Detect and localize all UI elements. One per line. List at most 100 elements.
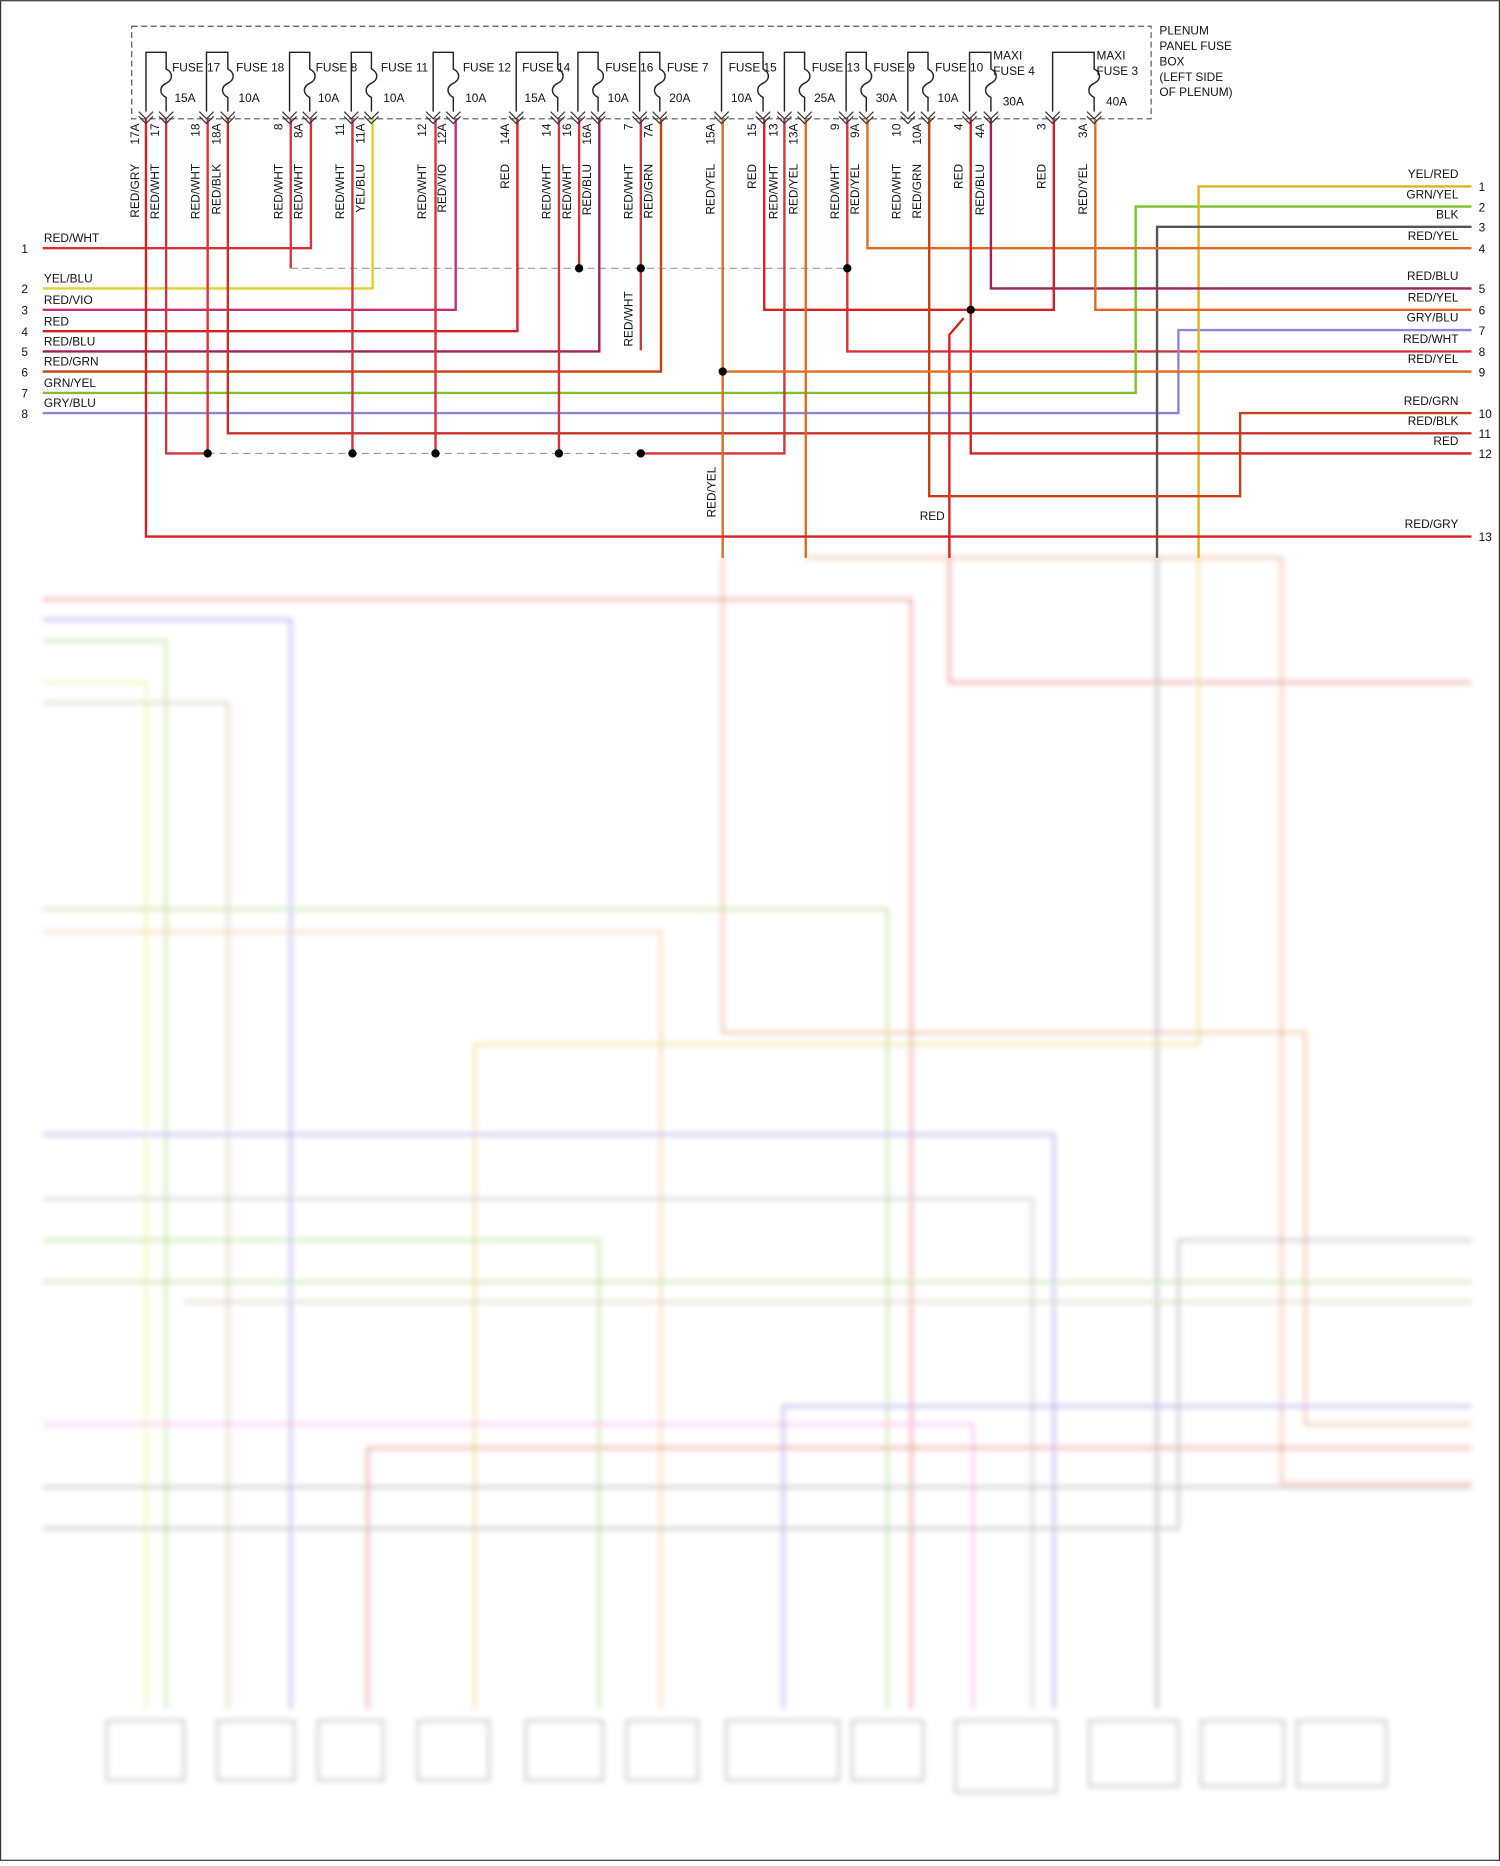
pin-number: 12A	[435, 123, 449, 144]
pin-wire-label: RED/WHT	[540, 164, 554, 219]
pin-wire-label: RED/BLU	[580, 164, 594, 215]
pin-terminal	[590, 111, 606, 125]
connector-wire-label: RED/WHT	[1403, 332, 1458, 346]
pin-terminal	[776, 111, 792, 125]
pin-terminal	[158, 111, 174, 125]
pin-terminal	[445, 111, 461, 125]
pin-terminal	[652, 111, 668, 125]
connector-wire-label: RED/YEL	[1408, 291, 1459, 305]
fuse-rating: 10A	[465, 91, 486, 105]
pin-number: 9A	[848, 123, 862, 138]
pin-number: 10A	[910, 123, 924, 144]
pin-number: 15A	[703, 123, 717, 144]
connector-wire-label: BLK	[1436, 207, 1459, 221]
pin-terminal	[570, 111, 586, 125]
pin-wire-label: RED/GRN	[642, 164, 656, 219]
pin-terminal	[632, 111, 648, 125]
connector-wire-label: GRN/YEL	[44, 376, 96, 390]
connector-wire-label: RED/YEL	[1408, 352, 1459, 366]
pin-number: 18	[188, 123, 202, 137]
wire-label: RED/YEL	[705, 466, 719, 517]
pin-wire-label: RED	[951, 164, 965, 189]
fuse-name: FUSE 9	[873, 60, 915, 74]
fuse-symbol	[145, 51, 173, 112]
connector-pin: 4	[21, 325, 28, 339]
pin-wire-label: RED/YEL	[786, 163, 800, 214]
fuse-name: FUSE 16	[605, 60, 654, 74]
splices	[203, 264, 975, 458]
pin-terminal	[198, 111, 215, 125]
connector-pin: 11	[1479, 427, 1492, 441]
blurred-lower-diagram	[42, 556, 1472, 1794]
pin-terminal	[302, 111, 318, 125]
fuse-rating: 30A	[1003, 95, 1024, 109]
connector-wire-label: YEL/BLU	[44, 272, 93, 286]
connector-wire-label: RED	[44, 314, 69, 328]
connector-wire-label: RED/YEL	[1408, 229, 1459, 243]
pin-number: 14	[540, 123, 554, 137]
pin-terminal	[138, 111, 154, 125]
fuse-symbol	[968, 51, 997, 112]
fuse-name: FUSE 10	[935, 60, 984, 74]
fuse-name: FUSE 13	[812, 60, 861, 74]
pin-wire-label: RED/BLK	[210, 164, 224, 215]
connector-wire-label: RED/GRN	[1404, 394, 1459, 408]
fuse-symbol	[638, 51, 666, 112]
connector-pin: 7	[1479, 324, 1486, 338]
pin-terminal	[343, 111, 359, 125]
pin-terminal	[425, 111, 441, 125]
pin-wire-label: RED/WHT	[271, 164, 285, 219]
fuse-symbol	[350, 51, 378, 112]
fuse-prefix: MAXI	[1097, 48, 1126, 62]
pin-number: 3A	[1076, 123, 1090, 138]
fuse-rating: 15A	[174, 91, 195, 105]
fuse-rating: 10A	[937, 91, 958, 105]
pin-wire-label: RED/GRN	[910, 164, 924, 219]
connector-pin: 13	[1479, 530, 1493, 544]
connector-pin: 5	[1479, 282, 1486, 296]
fuse-rating: 25A	[814, 91, 835, 105]
pin-terminal	[550, 111, 566, 125]
pin-number: 8A	[292, 123, 306, 138]
connector-pin: 3	[1479, 221, 1486, 235]
pin-wire-label: RED/YEL	[703, 163, 717, 214]
connector-pin: 12	[1479, 447, 1492, 461]
box-label: (LEFT SIDE	[1159, 70, 1223, 84]
connector-pin: 1	[1479, 180, 1486, 194]
wires	[42, 118, 1472, 558]
pin-number: 7A	[642, 123, 656, 138]
connector-pin: 8	[1479, 345, 1486, 359]
pin-number: 16A	[580, 123, 594, 144]
connector-wire-label: RED/GRN	[44, 355, 99, 369]
fuse-symbol	[907, 51, 935, 112]
connector-pin: 5	[21, 345, 28, 359]
pin-wire-label: RED	[498, 164, 512, 189]
connector-wire-label: GRY/BLU	[1407, 311, 1459, 325]
pin-terminal	[920, 111, 936, 125]
pin-terminal	[983, 111, 999, 125]
pin-number: 11A	[353, 123, 367, 143]
pin-number: 4A	[973, 123, 987, 138]
pin-wire-label: YEL/BLU	[353, 164, 367, 213]
pin-wire-label: RED	[745, 164, 759, 189]
fuse-prefix: MAXI	[993, 48, 1022, 62]
pin-terminal	[797, 111, 813, 125]
pin-number: 18A	[210, 123, 224, 144]
box-label: BOX	[1159, 54, 1184, 68]
fuse-rating: 10A	[731, 91, 752, 105]
fuse-rating: 30A	[876, 91, 897, 105]
wire-label: RED	[920, 509, 945, 523]
connector-pin: 2	[21, 282, 28, 296]
box-label: PANEL FUSE	[1159, 39, 1232, 53]
pin-number: 17	[148, 124, 162, 137]
connector-wire-label: YEL/RED	[1408, 167, 1459, 181]
fuse-box	[131, 25, 1152, 120]
fuse-name: FUSE 14	[522, 60, 571, 74]
pin-number: 13A	[786, 123, 800, 144]
pin-terminal	[838, 111, 854, 125]
pin-terminal	[363, 111, 379, 125]
connector-pin: 6	[1479, 304, 1486, 318]
pin-wire-label: RED/GRY	[128, 164, 142, 218]
fuse-symbol	[205, 51, 234, 112]
